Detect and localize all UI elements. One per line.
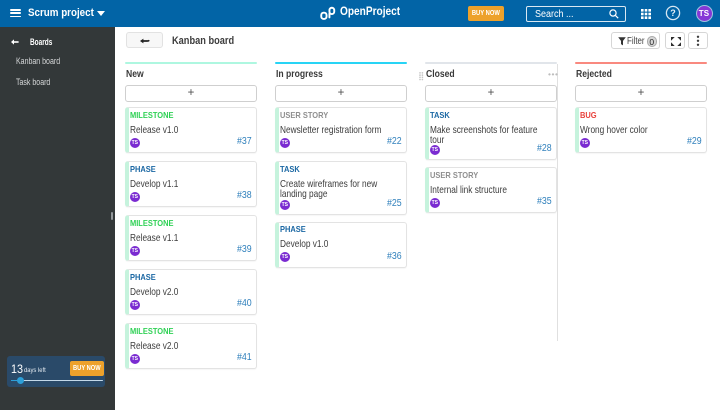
svg-text:?: ? [670, 8, 676, 18]
